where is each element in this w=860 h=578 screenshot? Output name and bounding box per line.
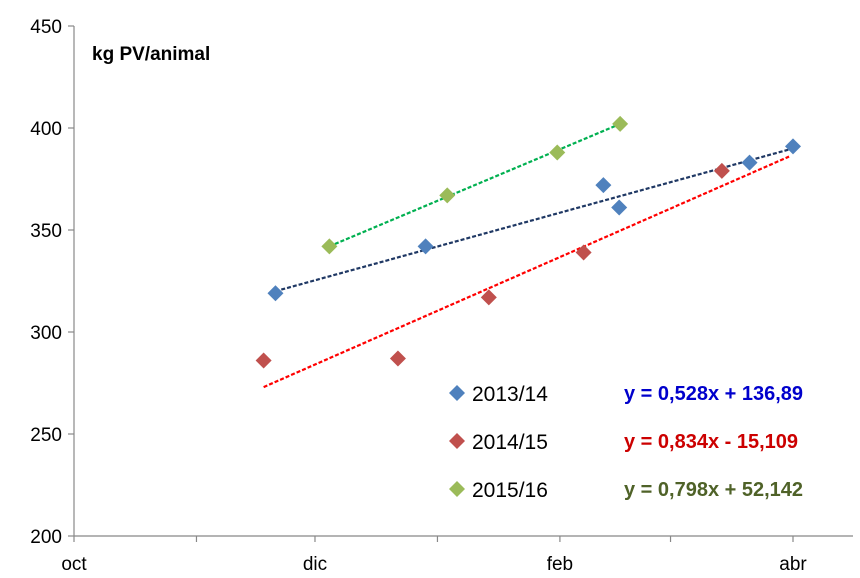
trendline — [328, 122, 621, 248]
legend-label: 2013/14 — [472, 383, 548, 406]
legend-label: 2015/16 — [472, 479, 548, 502]
legend-marker — [449, 481, 465, 497]
legend-marker — [449, 385, 465, 401]
data-point — [595, 177, 612, 194]
trend-equation: y = 0,528x + 136,89 — [624, 383, 803, 405]
y-tick-label: 400 — [30, 119, 62, 140]
data-point — [713, 162, 730, 179]
data-point — [549, 144, 566, 161]
y-tick-label: 350 — [30, 221, 62, 242]
trend-equation: y = 0,798x + 52,142 — [624, 479, 803, 501]
data-point — [417, 238, 434, 255]
y-tick-label: 450 — [30, 17, 62, 38]
equation-group: y = 0,528x + 136,89 y = 0,834x - 15,109 y … — [624, 383, 803, 501]
trend-equation: y = 0,834x - 15,109 — [624, 431, 798, 453]
data-point — [389, 350, 406, 367]
data-point — [741, 154, 758, 171]
legend-marker — [449, 433, 465, 449]
data-point — [575, 244, 592, 261]
data-point — [255, 352, 272, 369]
x-tick-label: abr — [779, 554, 807, 575]
x-tick-label: dic — [303, 554, 327, 575]
data-point — [480, 289, 497, 306]
trendline — [275, 147, 794, 293]
x-tick-label: feb — [547, 554, 573, 575]
data-point — [321, 238, 338, 255]
trendline-group — [263, 122, 794, 389]
legend: 2013/14 2014/15 2015/16 — [449, 383, 548, 502]
data-point — [612, 115, 629, 132]
y-tick-label: 300 — [30, 323, 62, 344]
data-point-group — [255, 115, 801, 369]
data-point — [439, 187, 456, 204]
data-point — [611, 199, 628, 216]
y-tick-group: 200 250 300 350 400 450 — [30, 17, 74, 548]
axes — [73, 26, 853, 537]
legend-label: 2014/15 — [472, 431, 548, 454]
x-tick-group: oct dic feb abr — [61, 536, 807, 575]
x-tick-label: oct — [61, 554, 87, 575]
data-point — [267, 285, 284, 302]
y-tick-label: 200 — [30, 527, 62, 548]
y-axis-label: kg PV/animal — [92, 44, 210, 65]
y-tick-label: 250 — [30, 425, 62, 446]
data-point — [785, 138, 801, 155]
